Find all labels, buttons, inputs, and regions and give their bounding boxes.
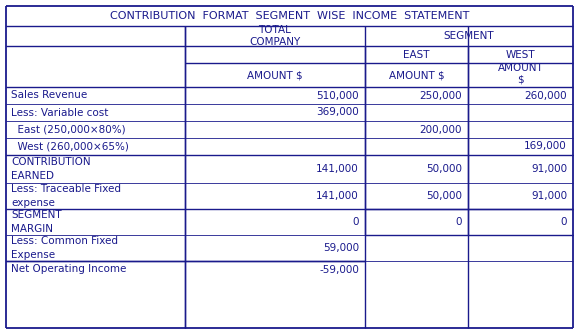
Text: CONTRIBUTION: CONTRIBUTION: [11, 157, 91, 167]
Text: 91,000: 91,000: [531, 164, 567, 174]
Text: 50,000: 50,000: [426, 164, 462, 174]
Text: WEST: WEST: [505, 49, 536, 59]
Text: 50,000: 50,000: [426, 191, 462, 201]
Text: Less: Common Fixed: Less: Common Fixed: [11, 236, 118, 246]
Text: 141,000: 141,000: [316, 164, 359, 174]
Text: 260,000: 260,000: [525, 91, 567, 101]
Text: -59,000: -59,000: [319, 265, 359, 275]
Text: Sales Revenue: Sales Revenue: [11, 91, 87, 101]
Text: EAST: EAST: [403, 49, 430, 59]
Text: AMOUNT $: AMOUNT $: [247, 70, 303, 80]
Text: Expense: Expense: [11, 249, 55, 260]
Text: TOTAL
COMPANY: TOTAL COMPANY: [250, 25, 301, 47]
Text: 0: 0: [353, 217, 359, 227]
Text: 250,000: 250,000: [419, 91, 462, 101]
Text: East (250,000×80%): East (250,000×80%): [11, 125, 126, 135]
Text: SEGMENT: SEGMENT: [444, 31, 494, 41]
Text: Less: Traceable Fixed: Less: Traceable Fixed: [11, 184, 121, 194]
Text: AMOUNT
$: AMOUNT $: [497, 63, 543, 85]
Text: 141,000: 141,000: [316, 191, 359, 201]
Text: 91,000: 91,000: [531, 191, 567, 201]
Text: 0: 0: [560, 217, 567, 227]
Text: Net Operating Income: Net Operating Income: [11, 265, 126, 275]
Text: 200,000: 200,000: [420, 125, 462, 135]
Text: expense: expense: [11, 197, 55, 207]
Text: 369,000: 369,000: [316, 108, 359, 118]
Text: SEGMENT: SEGMENT: [11, 210, 61, 220]
Text: MARGIN: MARGIN: [11, 223, 53, 233]
Text: West (260,000×65%): West (260,000×65%): [11, 142, 129, 152]
Text: AMOUNT $: AMOUNT $: [389, 70, 444, 80]
Text: 169,000: 169,000: [524, 142, 567, 152]
Text: 0: 0: [456, 217, 462, 227]
Text: 510,000: 510,000: [316, 91, 359, 101]
Text: Less: Variable cost: Less: Variable cost: [11, 108, 108, 118]
Text: CONTRIBUTION  FORMAT  SEGMENT  WISE  INCOME  STATEMENT: CONTRIBUTION FORMAT SEGMENT WISE INCOME …: [110, 11, 469, 21]
Text: 59,000: 59,000: [323, 243, 359, 253]
Text: EARNED: EARNED: [11, 171, 54, 181]
